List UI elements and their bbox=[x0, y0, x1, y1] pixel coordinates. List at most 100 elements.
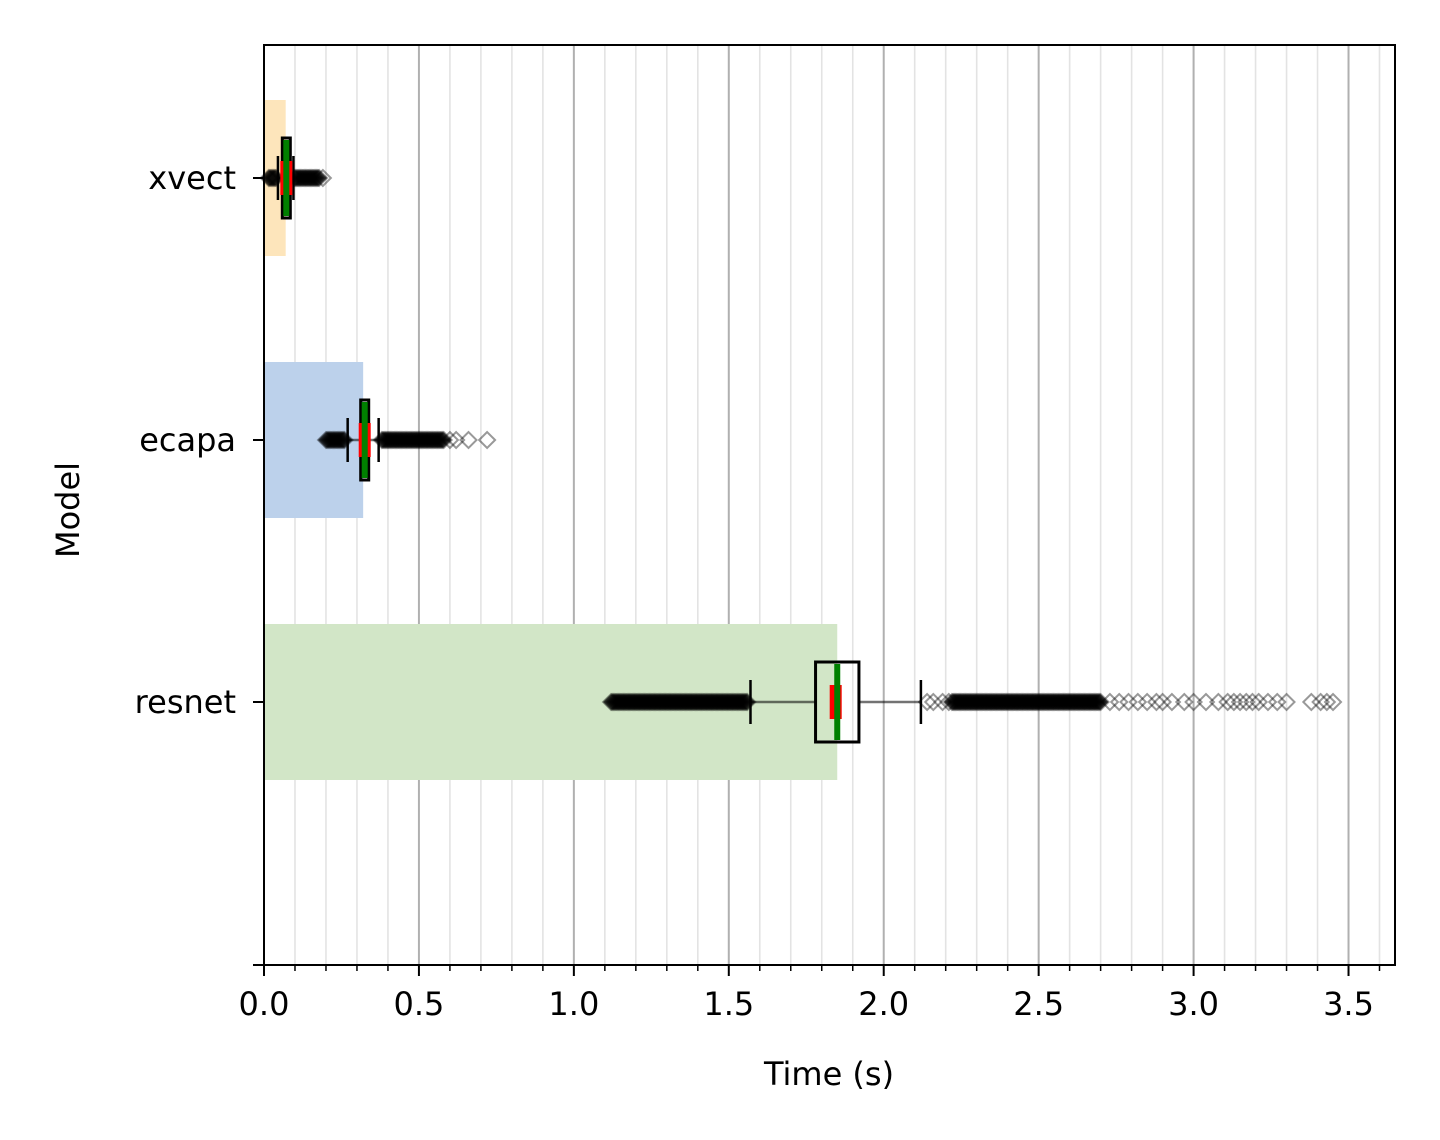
outlier-marker bbox=[381, 430, 400, 450]
outlier-marker bbox=[1068, 692, 1088, 712]
outlier-marker bbox=[394, 430, 414, 450]
outlier-marker bbox=[948, 692, 968, 712]
outlier-marker bbox=[1230, 692, 1250, 712]
outlier-marker bbox=[1277, 692, 1296, 712]
outlier-marker bbox=[638, 692, 658, 712]
outlier-marker bbox=[293, 168, 313, 188]
outlier-marker bbox=[969, 692, 989, 712]
outlier-marker bbox=[1311, 692, 1331, 712]
outlier-marker bbox=[1073, 692, 1093, 712]
outlier-marker bbox=[1162, 692, 1182, 712]
outlier-marker bbox=[680, 692, 700, 712]
outlier-marker bbox=[1004, 692, 1024, 712]
outlier-marker bbox=[429, 430, 449, 450]
outlier-marker bbox=[999, 692, 1019, 712]
outlier-marker bbox=[664, 692, 684, 712]
outlier-marker bbox=[1075, 692, 1094, 712]
outlier-marker bbox=[408, 430, 428, 450]
x-tick-label: 3.5 bbox=[1323, 985, 1374, 1023]
outlier-marker bbox=[611, 692, 631, 712]
outlier-marker bbox=[1028, 692, 1047, 712]
outlier-marker bbox=[400, 430, 420, 450]
outlier-marker bbox=[973, 692, 993, 712]
outlier-marker bbox=[640, 692, 659, 712]
outlier-marker bbox=[647, 692, 667, 712]
outlier-marker bbox=[1050, 692, 1070, 712]
outlier-marker bbox=[1071, 692, 1091, 712]
outlier-marker bbox=[993, 692, 1013, 712]
outlier-marker bbox=[402, 430, 421, 450]
outlier-marker bbox=[956, 692, 975, 712]
outlier-marker bbox=[1301, 692, 1321, 712]
outlier-marker bbox=[720, 692, 740, 712]
x-tick-label: 0.5 bbox=[393, 985, 444, 1023]
outlier-marker bbox=[968, 692, 988, 712]
outlier-marker bbox=[1026, 692, 1046, 712]
outlier-marker bbox=[459, 430, 478, 450]
outlier-marker bbox=[678, 692, 698, 712]
outlier-marker bbox=[372, 430, 392, 450]
y-axis-ticks: xvect ecapa resnet bbox=[135, 159, 264, 966]
outlier-marker bbox=[1031, 692, 1051, 712]
outlier-marker bbox=[983, 692, 1003, 712]
x-tick-label: 0.0 bbox=[239, 985, 290, 1023]
outlier-marker bbox=[297, 168, 317, 188]
x-tick-label: 2.5 bbox=[1013, 985, 1064, 1023]
outlier-marker bbox=[606, 692, 626, 712]
y-tick-label: xvect bbox=[148, 159, 236, 197]
outlier-marker bbox=[730, 692, 750, 712]
outlier-marker bbox=[393, 430, 413, 450]
outlier-marker bbox=[1034, 692, 1054, 712]
outlier-marker bbox=[646, 692, 666, 712]
outlier-marker bbox=[1021, 692, 1041, 712]
outlier-marker bbox=[734, 692, 754, 712]
outlier-marker bbox=[319, 430, 338, 450]
outlier-marker bbox=[423, 430, 442, 450]
outlier-marker bbox=[702, 692, 721, 712]
outlier-marker bbox=[289, 168, 309, 188]
grid bbox=[294, 45, 1381, 965]
outlier-marker bbox=[710, 692, 730, 712]
outlier-marker bbox=[373, 430, 393, 450]
outlier-marker bbox=[379, 430, 399, 450]
outlier-marker bbox=[633, 692, 653, 712]
outlier-marker bbox=[322, 430, 342, 450]
outlier-marker bbox=[405, 430, 425, 450]
outlier-marker bbox=[610, 692, 630, 712]
outlier-marker bbox=[958, 692, 978, 712]
outlier-marker bbox=[658, 692, 678, 712]
outlier-marker bbox=[1057, 692, 1077, 712]
outlier-marker bbox=[302, 168, 322, 188]
outlier-marker bbox=[688, 692, 708, 712]
outlier-marker bbox=[416, 430, 436, 450]
outlier-marker bbox=[1060, 692, 1080, 712]
outlier-marker bbox=[287, 168, 307, 188]
outlier-marker bbox=[637, 692, 657, 712]
outlier-marker bbox=[330, 430, 350, 450]
outlier-marker bbox=[323, 430, 343, 450]
outlier-marker bbox=[605, 692, 625, 712]
outlier-marker bbox=[609, 692, 628, 712]
outlier-marker bbox=[383, 430, 403, 450]
outlier-marker bbox=[654, 692, 674, 712]
outlier-marker bbox=[1083, 692, 1103, 712]
box-plot-ecapa bbox=[316, 398, 497, 482]
outlier-marker bbox=[434, 430, 454, 450]
outlier-marker bbox=[987, 692, 1006, 712]
outlier-marker bbox=[641, 692, 661, 712]
outlier-marker bbox=[1087, 692, 1107, 712]
outlier-marker bbox=[972, 692, 992, 712]
outlier-marker bbox=[964, 692, 984, 712]
outlier-marker bbox=[1153, 692, 1173, 712]
outlier-marker bbox=[659, 692, 679, 712]
box-iqr bbox=[814, 660, 861, 744]
outlier-marker bbox=[733, 692, 752, 712]
outlier-marker bbox=[1044, 692, 1063, 712]
outlier-marker bbox=[970, 692, 990, 712]
outlier-marker bbox=[623, 692, 643, 712]
outlier-marker bbox=[933, 692, 953, 712]
outlier-marker bbox=[1018, 692, 1037, 712]
outlier-marker bbox=[951, 692, 970, 712]
outlier-marker bbox=[308, 168, 328, 188]
outlier-marker bbox=[679, 692, 699, 712]
